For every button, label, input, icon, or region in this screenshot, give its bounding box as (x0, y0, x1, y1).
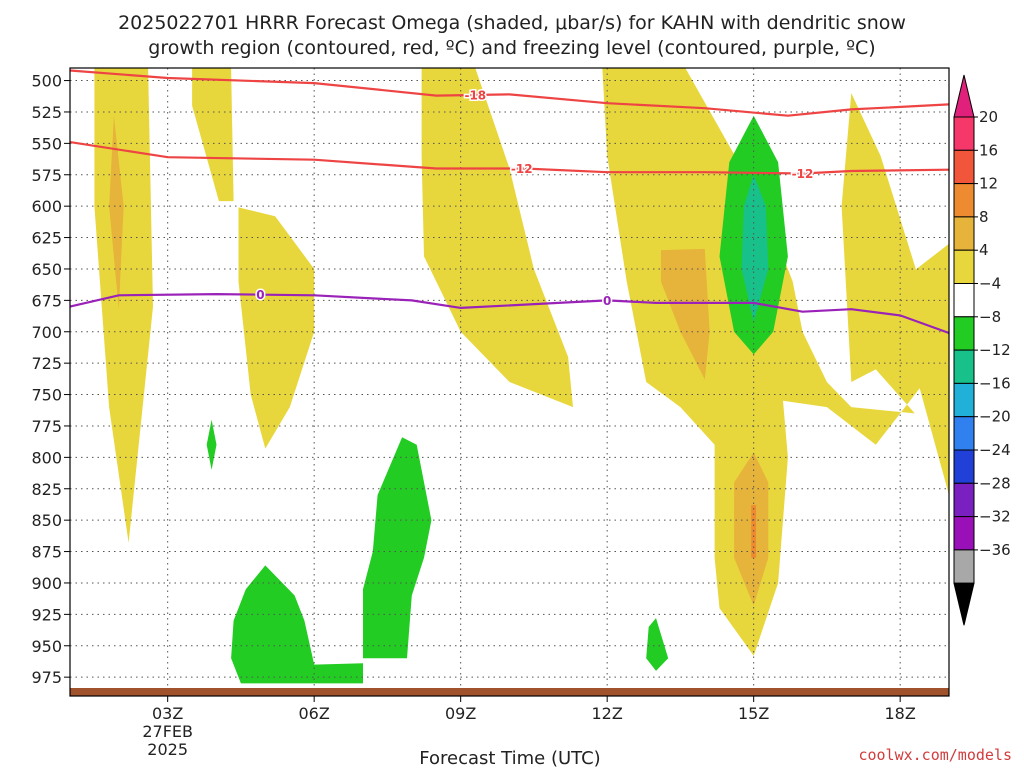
colorbar-swatch-11 (953, 482, 975, 518)
colorbar-swatch-7 (953, 349, 975, 384)
colorbar-label-5: −4 (979, 275, 1001, 293)
colorbar-swatch-1 (953, 149, 975, 185)
x-tick-label-18Z: 18Z (885, 704, 916, 723)
omega-region-13 (231, 565, 363, 684)
contour-label-freezing-0: 0 (256, 288, 264, 302)
omega-region-14 (363, 437, 432, 659)
omega-region-0 (94, 68, 153, 543)
omega-region-4 (421, 68, 573, 408)
terrain-band (70, 688, 949, 696)
plot-frame (69, 67, 950, 697)
colorbar-label-7: −12 (979, 341, 1011, 359)
terrain-strip (70, 688, 949, 696)
x-tick-label-03Z: 03Z (152, 704, 183, 723)
colorbar-label-13: −36 (979, 541, 1011, 559)
y-tick-label-975: 975 (31, 668, 62, 687)
omega-region-1 (109, 115, 124, 310)
colorbar-label-9: −20 (979, 408, 1011, 426)
y-tick-label-675: 675 (31, 291, 62, 310)
contour-label-freezing-1: 0 (603, 294, 611, 308)
chart-title-line2: growth region (contoured, red, ºC) and f… (148, 37, 875, 59)
colorbar-swatch-13 (953, 549, 975, 584)
colorbar-label-10: −24 (979, 441, 1011, 459)
colorbar-swatch-2 (953, 183, 975, 218)
y-tick-label-850: 850 (31, 511, 62, 530)
colorbar: 20 16 12 8 4 −4 −8 −12 −16 −20 −24 −28 −32 −36 (953, 74, 1011, 626)
omega-region-11 (741, 174, 769, 322)
omega-region-15 (646, 618, 669, 671)
x-tick-label-15Z: 15Z (738, 704, 769, 723)
colorbar-swatch-4 (953, 249, 975, 284)
contour-label-minus12-1: -12 (792, 167, 814, 181)
y-tick-label-725: 725 (31, 354, 62, 373)
y-tick-label-550: 550 (31, 134, 62, 153)
colorbar-swatch-6 (953, 316, 975, 351)
colorbar-label-4: 4 (979, 241, 989, 259)
colorbar-bottom-arrow (953, 582, 975, 626)
colorbar-swatch-9 (953, 416, 975, 451)
colorbar-label-1: 16 (979, 141, 998, 159)
colorbar-label-2: 12 (979, 175, 998, 193)
contour-minus12 (69, 141, 950, 175)
omega-region-3 (238, 207, 315, 449)
colorbar-swatch-5 (953, 283, 975, 318)
y-tick-label-875: 875 (31, 543, 62, 562)
y-axis-ticks: 500 525 550 575 600 625 650 675 700 725 750 775 800 8… (31, 72, 70, 687)
colorbar-label-6: −8 (979, 308, 1001, 326)
omega-region-12 (206, 419, 217, 470)
contour-minus18 (69, 69, 950, 117)
colorbar-top-arrow (953, 74, 975, 118)
omega-region-5 (602, 68, 949, 656)
contour-label-minus12-0: -12 (511, 162, 533, 176)
omega-region-8 (734, 452, 769, 606)
y-tick-label-525: 525 (31, 103, 62, 122)
x-tick-year: 2025 (147, 740, 188, 759)
y-tick-label-825: 825 (31, 480, 62, 499)
y-tick-label-600: 600 (31, 197, 62, 216)
y-tick-label-750: 750 (31, 386, 62, 405)
colorbar-label-3: 8 (979, 208, 989, 226)
x-tick-label-09Z: 09Z (445, 704, 476, 723)
colorbar-swatch-8 (953, 382, 975, 418)
y-tick-label-700: 700 (31, 323, 62, 342)
omega-region-2 (192, 68, 234, 202)
y-tick-label-900: 900 (31, 574, 62, 593)
x-tick-date: 27FEB (142, 722, 193, 741)
y-tick-label-500: 500 (31, 72, 62, 91)
colorbar-swatch-3 (953, 216, 975, 251)
omega-region-6 (660, 248, 710, 380)
y-tick-label-775: 775 (31, 417, 62, 436)
y-tick-label-800: 800 (31, 448, 62, 467)
plot-area: -18 -12 -12 0 0 (69, 67, 950, 697)
y-tick-label-950: 950 (31, 637, 62, 656)
gridlines (70, 68, 949, 696)
y-tick-label-650: 650 (31, 260, 62, 279)
y-tick-label-625: 625 (31, 229, 62, 248)
x-axis-label: Forecast Time (UTC) (419, 748, 600, 768)
y-tick-label-575: 575 (31, 166, 62, 185)
colorbar-label-11: −28 (979, 474, 1011, 492)
credit-text: coolwx.com/models (858, 746, 1012, 764)
contour-label-minus18-0: -18 (464, 88, 486, 102)
colorbar-swatch-12 (953, 516, 975, 551)
contour-freezing (69, 292, 950, 335)
y-tick-label-925: 925 (31, 605, 62, 624)
x-tick-label-12Z: 12Z (592, 704, 623, 723)
colorbar-label-12: −32 (979, 508, 1011, 526)
chart-title-line1: 2025022701 HRRR Forecast Omega (shaded, … (118, 12, 906, 34)
colorbar-label-8: −16 (979, 374, 1011, 392)
colorbar-swatch-10 (953, 449, 975, 484)
contour-lines: -18 -12 -12 0 0 (69, 69, 950, 335)
colorbar-swatch-0 (953, 116, 975, 151)
x-tick-label-06Z: 06Z (299, 704, 330, 723)
colorbar-label-0: 20 (979, 108, 998, 126)
